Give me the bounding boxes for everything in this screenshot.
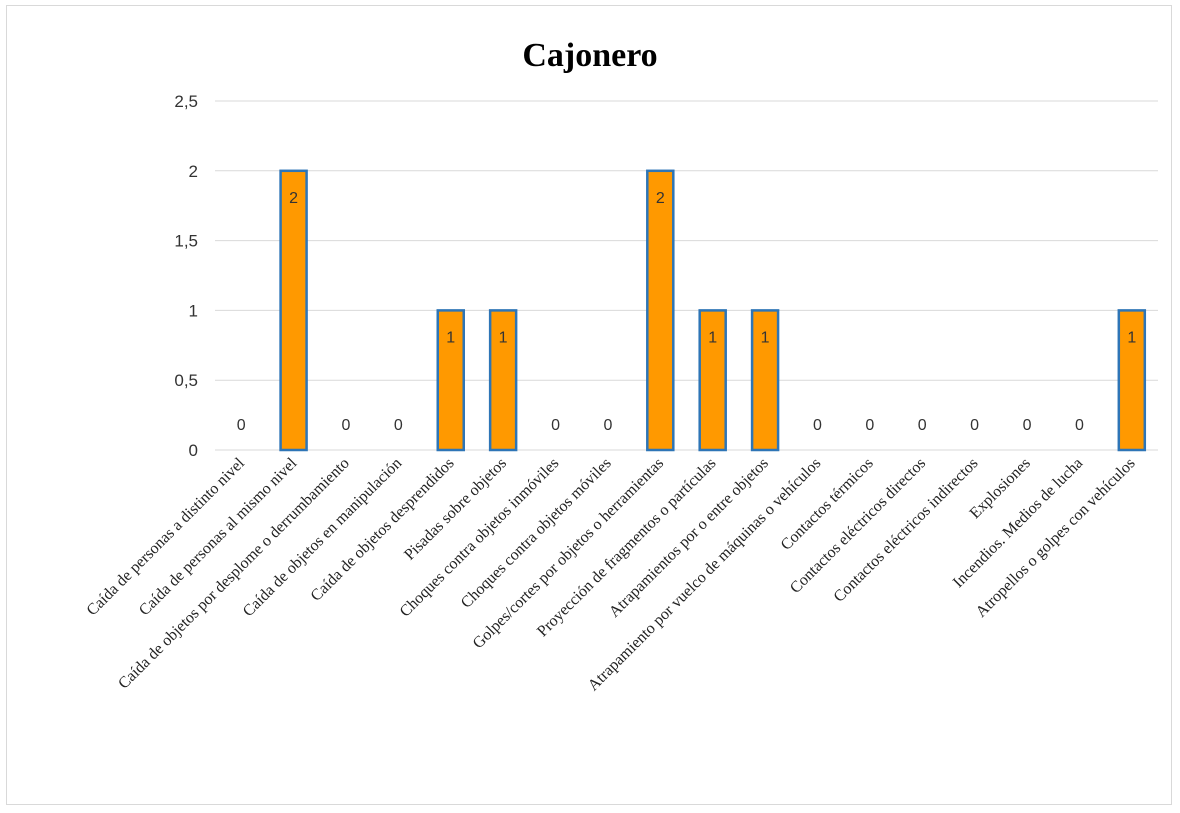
y-tick-label: 2 bbox=[189, 162, 198, 181]
y-tick-label: 1 bbox=[189, 301, 198, 320]
data-label: 0 bbox=[970, 417, 979, 434]
data-label: 1 bbox=[499, 329, 508, 346]
data-label: 2 bbox=[289, 190, 298, 207]
y-tick-label: 1,5 bbox=[174, 232, 198, 251]
bar bbox=[279, 169, 308, 452]
y-tick-label: 0 bbox=[189, 441, 198, 460]
chart-title: Cajonero bbox=[522, 37, 657, 74]
y-axis-ticks: 0 0,5 1 1,5 2 2,5 bbox=[174, 92, 198, 460]
data-label: 2 bbox=[656, 190, 665, 207]
bar bbox=[1117, 309, 1147, 452]
data-label: 1 bbox=[1127, 329, 1136, 346]
data-label: 0 bbox=[918, 417, 927, 434]
x-tick-label: Pisadas sobre objetos bbox=[401, 455, 510, 564]
bar bbox=[436, 309, 465, 452]
bars bbox=[279, 169, 1147, 452]
bar bbox=[698, 309, 727, 452]
data-label: 1 bbox=[708, 329, 717, 346]
bar bbox=[488, 309, 518, 452]
bar bbox=[750, 309, 780, 452]
gridlines bbox=[215, 100, 1158, 451]
data-label: 0 bbox=[813, 417, 822, 434]
x-tick-label: Golpes/cortes por objetos o herramientas bbox=[470, 455, 667, 652]
data-label: 1 bbox=[761, 329, 770, 346]
data-label: 1 bbox=[446, 329, 455, 346]
x-axis-ticks: Caída de personas a distinto nivelCaída … bbox=[84, 454, 1139, 694]
y-tick-label: 2,5 bbox=[174, 92, 198, 111]
data-label: 0 bbox=[551, 417, 560, 434]
data-label: 0 bbox=[342, 417, 351, 434]
data-label: 0 bbox=[1075, 417, 1084, 434]
data-label: 0 bbox=[1023, 417, 1032, 434]
y-tick-label: 0,5 bbox=[174, 371, 198, 390]
x-tick-label: Contactos térmicos bbox=[778, 455, 877, 554]
bar bbox=[646, 169, 675, 452]
chart-frame bbox=[6, 5, 1172, 805]
data-label: 0 bbox=[603, 417, 612, 434]
x-tick-label: Caída de objetos por desplome o derrumba… bbox=[115, 455, 353, 693]
data-label: 0 bbox=[237, 417, 246, 434]
data-labels: 0 2 0 0 1 1 0 0 2 1 1 0 0 0 0 0 0 1 bbox=[237, 190, 1137, 434]
data-label: 0 bbox=[394, 417, 403, 434]
data-label: 0 bbox=[865, 417, 874, 434]
